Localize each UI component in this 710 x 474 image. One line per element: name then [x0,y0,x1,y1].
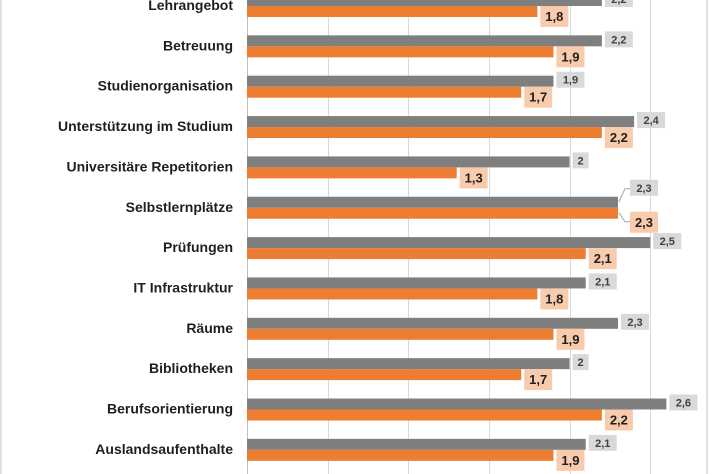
value-label-grey: 2,3 [627,317,642,329]
category-label: Prüfungen [163,239,233,255]
category-label: Betreuung [163,37,233,53]
value-label-bg-grey [669,394,698,411]
bar-orange [247,6,538,17]
value-label-bg-orange [588,248,617,270]
bar-grey [247,0,602,6]
value-label-orange: 1,7 [529,372,547,387]
bar-orange [247,207,618,219]
value-label-orange: 2,2 [610,413,628,428]
value-label-grey: 2,6 [676,398,691,410]
bar-grey [247,358,570,370]
value-label-orange: 1,8 [545,291,563,306]
bar-grey [247,398,667,410]
bar-grey [247,75,554,87]
bar-orange [247,449,554,461]
value-label-orange: 2,2 [610,130,628,145]
bar-orange [247,369,522,381]
value-label-bg-grey [653,233,682,250]
bar-orange [247,248,586,260]
value-label-grey: 2,3 [636,183,651,195]
category-label: IT Infrastruktur [133,279,233,295]
value-label-bg-grey [604,31,633,48]
value-label-orange: 2,3 [635,215,653,230]
bar-grey [247,116,635,128]
value-label-grey: 2,5 [660,236,675,248]
value-label-bg-grey [588,434,617,451]
bar-orange [247,288,538,300]
category-label: Studienorganisation [98,78,233,94]
value-label-grey: 2,2 [611,34,626,46]
category-label: Berufsorientierung [107,401,233,417]
value-label-bg-orange [604,409,633,431]
category-label: Auslandsaufenthalte [95,441,233,457]
bars [247,0,667,461]
value-label-bg-orange [540,6,569,27]
bar-grey [247,196,618,208]
leader-line-grey [618,188,630,202]
category-label: Bibliotheken [149,360,233,376]
bar-grey [247,317,618,329]
value-label-bg-orange [556,328,585,350]
value-label-bg-grey [629,179,658,196]
value-label-bg-grey [604,0,633,7]
value-label-orange: 1,9 [561,453,579,468]
bar-orange [247,328,554,340]
value-label-bg-grey [637,112,666,129]
value-label-grey: 2 [578,155,584,167]
value-label-bg-grey [572,354,589,371]
value-label-orange: 1,9 [561,332,579,347]
value-label-bg-orange [556,46,585,68]
bar-grey [247,438,586,450]
leader-line-orange [618,212,630,223]
bar-grey [247,35,602,47]
value-label-bg-orange [524,369,553,391]
value-label-bg-orange [540,288,569,310]
value-label-bg-orange [629,211,658,233]
category-label: Unterstützung im Studium [58,118,233,134]
value-label-bg-grey [572,152,589,169]
value-label-bg-orange [604,127,633,149]
value-label-orange: 1,7 [529,90,547,105]
value-label-bg-grey [556,71,585,88]
bar-orange [247,167,457,179]
value-label-bg-orange [524,86,553,108]
labels: Lehrangebot 2,2 1,8 Betreuung 2,2 1,9 Studieno… [58,0,698,471]
bar-grey [247,156,570,168]
value-label-grey: 1,9 [563,75,578,87]
value-label-bg-grey [588,273,617,290]
value-label-orange: 2,1 [594,251,612,266]
bar-orange [247,409,602,421]
category-label: Lehrangebot [148,0,233,13]
value-label-bg-orange [459,167,488,189]
value-label-orange: 1,3 [465,170,483,185]
value-label-grey: 2,1 [595,438,610,450]
value-label-orange: 1,9 [561,49,579,64]
category-label: Selbstlernplätze [126,199,234,215]
value-label-orange: 1,8 [545,9,563,24]
value-label-grey: 2,1 [595,276,610,288]
category-label: Universitäre Repetitorien [67,158,234,174]
bar-grey [247,277,586,289]
value-label-bg-grey [620,313,649,330]
category-label: Räume [186,320,233,336]
bar-orange [247,46,554,58]
bar-grey [247,237,651,249]
value-label-bg-orange [556,449,585,471]
value-label-grey: 2,2 [611,0,626,6]
bar-orange [247,127,602,139]
value-label-grey: 2 [578,357,584,369]
bar-orange [247,86,522,98]
value-label-grey: 2,4 [643,115,659,127]
